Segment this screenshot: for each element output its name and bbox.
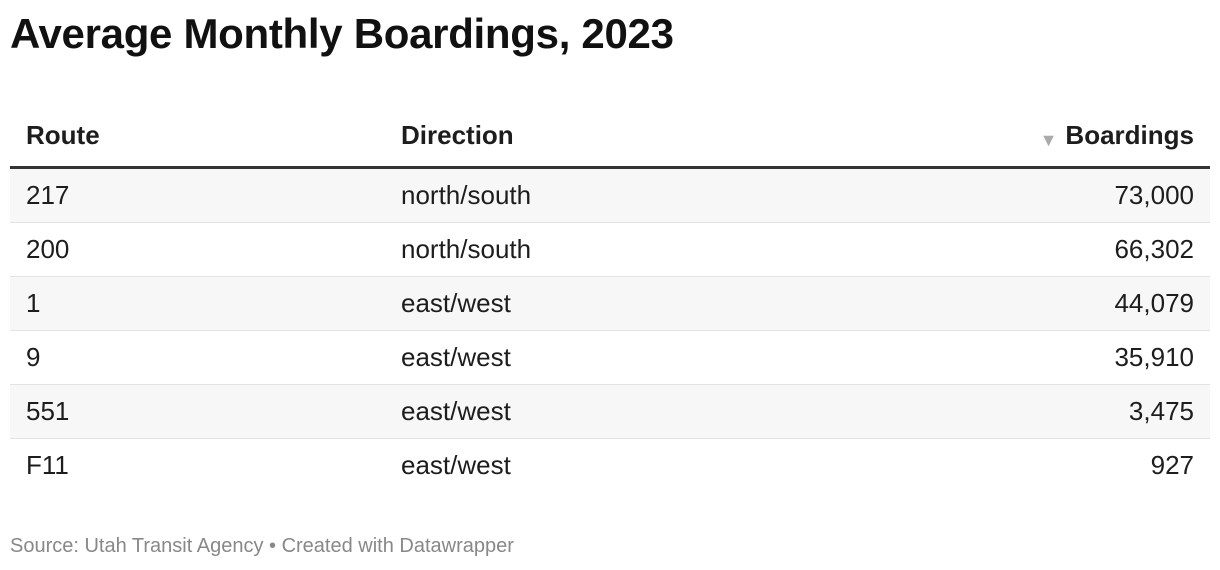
chart-title: Average Monthly Boardings, 2023 xyxy=(10,10,674,57)
cell-route: 200 xyxy=(10,222,385,277)
cell-boardings: 3,475 xyxy=(917,384,1210,439)
table-row: 200 north/south 66,302 xyxy=(10,222,1210,277)
sort-descending-icon[interactable]: ▼ xyxy=(1039,129,1058,150)
table-row: 551 east/west 3,475 xyxy=(10,384,1210,439)
column-header-direction[interactable]: Direction xyxy=(385,104,917,169)
cell-route: 9 xyxy=(10,330,385,385)
cell-route: F11 xyxy=(10,438,385,492)
table-body: 217 north/south 73,000 200 north/south 66,302… xyxy=(10,167,1210,492)
source-footer: Source: Utah Transit Agency • Created wi… xyxy=(10,535,514,557)
cell-direction: east/west xyxy=(385,330,917,385)
header-row: Route Direction ▼ Boardings xyxy=(10,104,1210,169)
table-row: F11 east/west 927 xyxy=(10,438,1210,492)
table-row: 1 east/west 44,079 xyxy=(10,276,1210,331)
cell-direction: east/west xyxy=(385,384,917,439)
data-table: Route Direction ▼ Boardings 217 north/sout… xyxy=(10,104,1210,492)
cell-route: 1 xyxy=(10,276,385,331)
column-header-route[interactable]: Route xyxy=(10,104,385,169)
table-row: 217 north/south 73,000 xyxy=(10,167,1210,223)
cell-boardings: 66,302 xyxy=(917,222,1210,277)
cell-boardings: 35,910 xyxy=(917,330,1210,385)
cell-direction: north/south xyxy=(385,167,917,223)
cell-direction: east/west xyxy=(385,276,917,331)
cell-route: 551 xyxy=(10,384,385,439)
table-row: 9 east/west 35,910 xyxy=(10,330,1210,385)
cell-boardings: 44,079 xyxy=(917,276,1210,331)
cell-boardings: 73,000 xyxy=(917,167,1210,223)
column-header-boardings-label: Boardings xyxy=(1065,119,1194,150)
cell-direction: north/south xyxy=(385,222,917,277)
cell-direction: east/west xyxy=(385,438,917,492)
cell-boardings: 927 xyxy=(917,438,1210,492)
column-header-boardings[interactable]: ▼ Boardings xyxy=(917,104,1210,169)
cell-route: 217 xyxy=(10,167,385,223)
